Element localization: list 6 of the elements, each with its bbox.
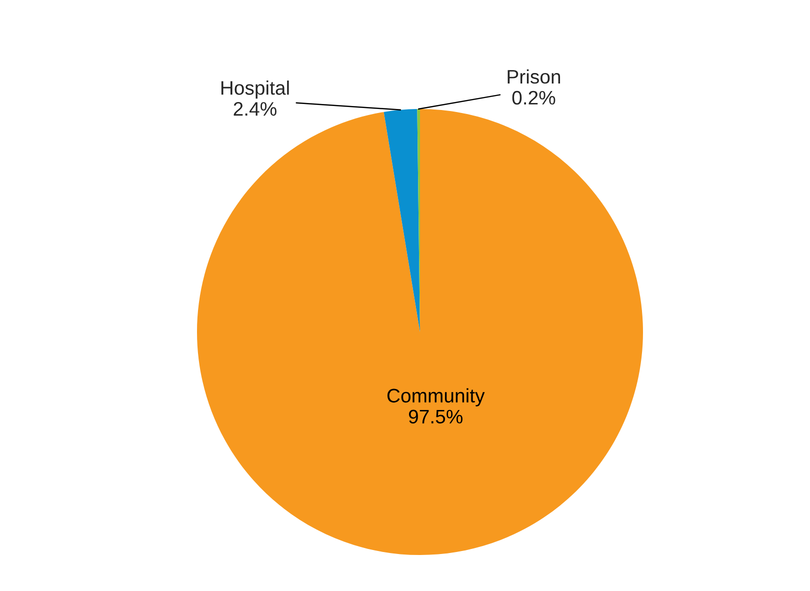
data-label: 97.5% [408,410,462,424]
slice-label: Prison [508,69,560,84]
slice-label: Hospital [221,80,289,99]
data-label: 2.4% [234,102,276,116]
slice-label: Community [387,388,485,406]
data-label: 0.2% [512,90,556,105]
